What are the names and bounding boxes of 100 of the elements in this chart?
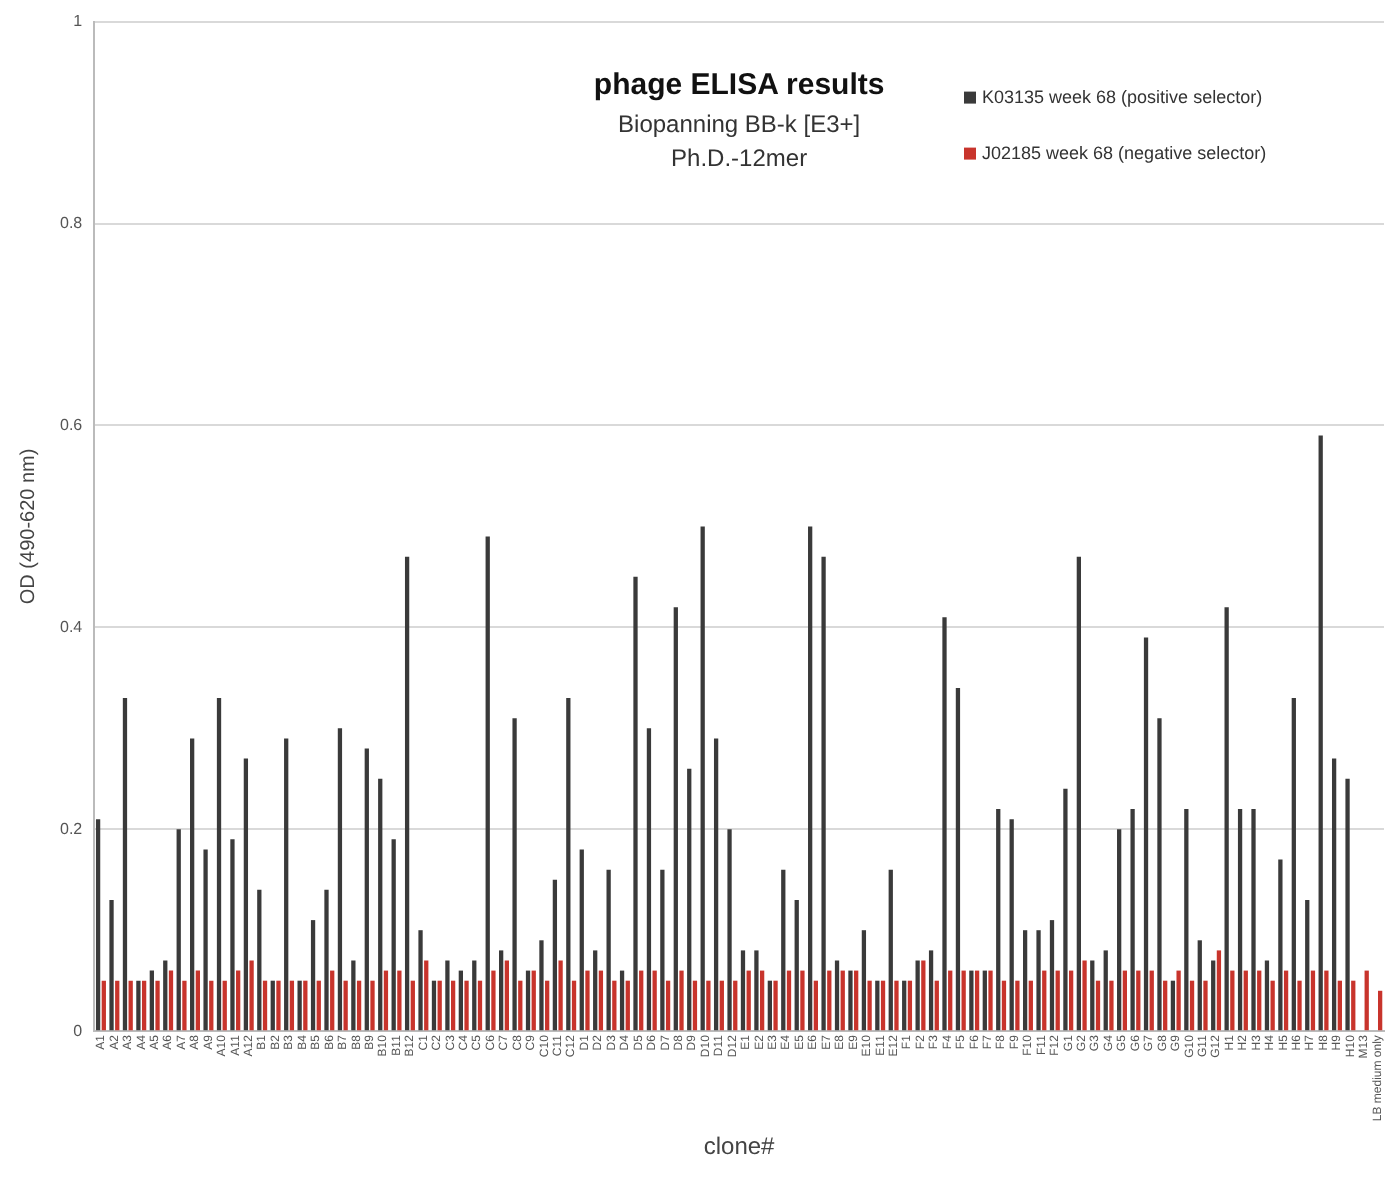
bar: [1345, 778, 1350, 1031]
bar: [1270, 980, 1275, 1031]
bar: [1264, 960, 1270, 1031]
bar: [270, 980, 275, 1031]
bar: [397, 970, 402, 1031]
bar: [1278, 859, 1283, 1031]
bar: [1331, 758, 1337, 1031]
bar: [854, 970, 859, 1031]
bar: [942, 617, 947, 1031]
bar: [1082, 960, 1087, 1031]
bar: [996, 809, 1001, 1031]
bar: [834, 960, 840, 1031]
bar: [1157, 718, 1162, 1031]
bar: [1176, 970, 1181, 1031]
bar: [216, 698, 222, 1031]
bar: [679, 970, 684, 1031]
bar: [1090, 960, 1095, 1031]
bar: [934, 980, 939, 1031]
bar: [330, 970, 335, 1031]
bar: [982, 970, 987, 1031]
bar: [955, 687, 961, 1031]
bar: [969, 970, 974, 1031]
bar: [692, 980, 698, 1031]
bar: [472, 960, 477, 1031]
bar: [1036, 930, 1041, 1031]
bar: [1189, 980, 1195, 1031]
y-tick-label: 0: [73, 1021, 84, 1040]
bar: [115, 980, 120, 1031]
text: phage ELISA results: [593, 67, 885, 102]
bar: [988, 970, 993, 1031]
bar: [1184, 809, 1189, 1031]
bar: [257, 889, 262, 1031]
bar: [566, 698, 571, 1031]
bar: [168, 970, 174, 1031]
text: Biopanning BB-k [E3+] Ph.D.-12mer: [618, 110, 861, 173]
bar: [639, 970, 644, 1031]
bar: [1364, 970, 1369, 1031]
bar: [404, 556, 410, 1031]
y-tick-label: 1: [73, 12, 84, 31]
bar: [907, 980, 913, 1031]
bar: [593, 950, 598, 1031]
bar: [875, 980, 880, 1031]
bar: [800, 970, 805, 1031]
bar: [539, 940, 544, 1031]
bar: [276, 980, 281, 1031]
bar: [948, 970, 953, 1031]
bar: [491, 970, 496, 1031]
bar: [545, 980, 550, 1031]
bar: [531, 970, 536, 1031]
bar: [351, 960, 356, 1031]
bar: [706, 980, 711, 1031]
bar: [598, 970, 604, 1031]
bar: [880, 980, 886, 1031]
bar: [1143, 637, 1149, 1031]
bar: [1049, 920, 1055, 1031]
bar: [525, 970, 531, 1031]
bar: [284, 738, 289, 1031]
bar: [203, 849, 208, 1031]
bar: [128, 980, 133, 1031]
bar: [754, 950, 759, 1031]
bar: [504, 960, 510, 1031]
bar: [1318, 435, 1323, 1031]
bar: [477, 980, 483, 1031]
bar: [740, 950, 746, 1031]
legend-label: J02185 week 68 (negative selector): [982, 142, 1267, 163]
bar: [625, 980, 630, 1031]
bar: [612, 980, 617, 1031]
bar: [1028, 980, 1033, 1031]
bar: [840, 970, 845, 1031]
bar: [1237, 809, 1243, 1031]
bar: [485, 536, 490, 1031]
bar: [1063, 788, 1068, 1031]
bar: [141, 980, 147, 1031]
y-tick-label: 0.6: [59, 415, 84, 434]
bar: [781, 869, 786, 1031]
bar: [1136, 970, 1141, 1031]
bar: [437, 980, 442, 1031]
bar: [464, 980, 469, 1031]
bar: [1251, 809, 1256, 1031]
bar: [518, 980, 523, 1031]
bar: [928, 950, 934, 1031]
bar: [310, 920, 316, 1031]
bar: [794, 899, 799, 1031]
bar: [558, 960, 563, 1031]
bar: [902, 980, 907, 1031]
bar: [571, 980, 577, 1031]
y-axis-title: OD (490-620 nm): [17, 448, 40, 605]
bar: [364, 748, 369, 1031]
bar: [1351, 980, 1356, 1031]
bar: [289, 980, 295, 1031]
bar: [424, 960, 429, 1031]
bar: [209, 980, 214, 1031]
bar: [606, 869, 611, 1031]
bar: [1170, 980, 1176, 1031]
bar: [727, 829, 732, 1031]
bar: [458, 970, 463, 1031]
bar: [1378, 990, 1383, 1031]
bar: [109, 899, 114, 1031]
bar: [101, 980, 106, 1031]
bar: [1211, 960, 1216, 1031]
